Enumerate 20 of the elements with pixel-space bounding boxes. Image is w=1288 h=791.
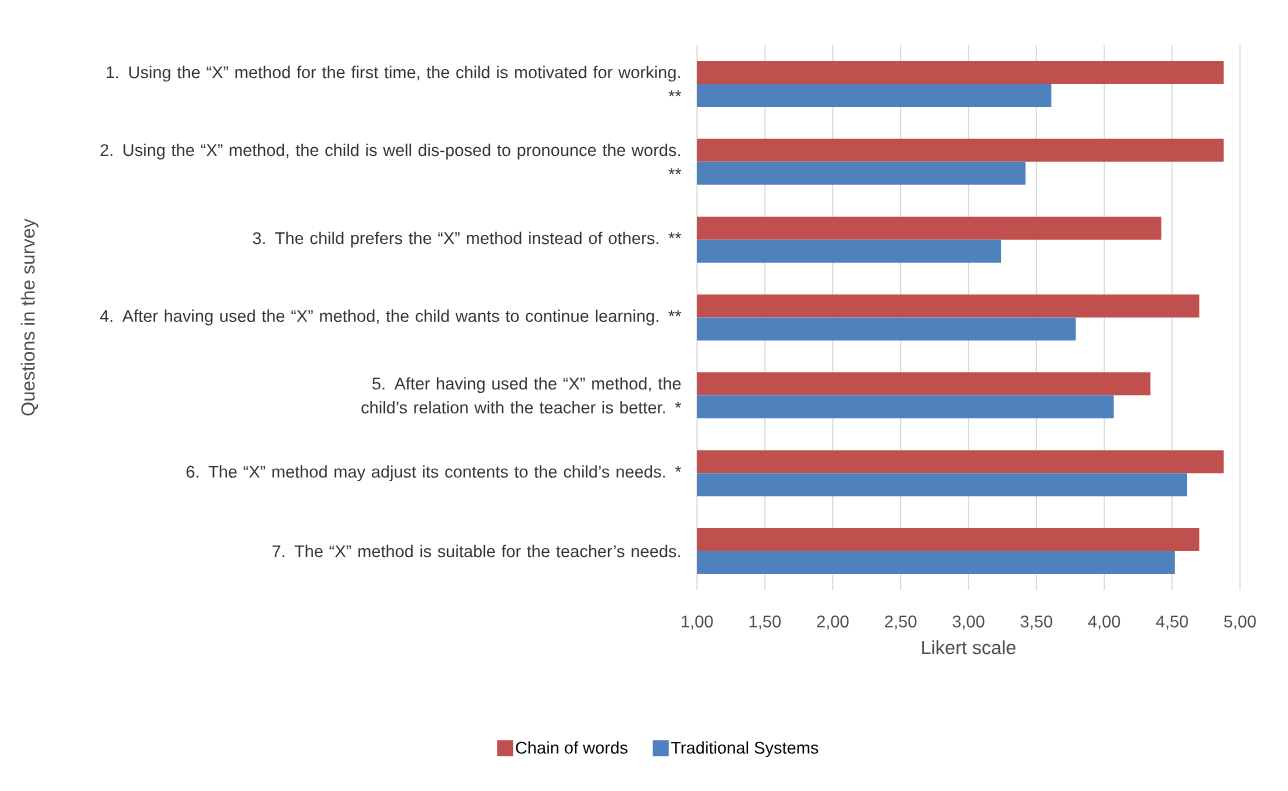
x-tick-label: 1,00 bbox=[681, 615, 713, 630]
x-tick-label: 4,50 bbox=[1156, 615, 1188, 630]
y-tick-label: 1. Using the “X” method for the first time, the child is motivated for working. ** bbox=[106, 65, 682, 97]
x-tick-label: 5,00 bbox=[1224, 615, 1256, 630]
legend-label: Chain of words bbox=[515, 741, 628, 754]
y-tick-label: 3. The child prefers the “X” method instead of others. ** bbox=[252, 231, 682, 248]
x-axis-title: Likert scale bbox=[922, 640, 1016, 655]
legend-label: Traditional Systems bbox=[671, 741, 819, 758]
y-tick-label: 4. After having used the “X” method, the child wants to continue learning. ** bbox=[100, 309, 682, 326]
x-tick-label: 2,50 bbox=[885, 615, 917, 630]
x-tick-label: 3,00 bbox=[952, 615, 985, 630]
y-tick-label: 2. Using the “X” method, the child is well dis-posed to pronounce the words. ** bbox=[100, 143, 682, 175]
y-tick-label: 6. The “X” method may adjust its contents to the child’s needs. * bbox=[186, 465, 682, 482]
x-tick-label: 3,50 bbox=[1020, 615, 1053, 630]
y-tick-label: 7. The “X” method is suitable for the teacher’s needs. bbox=[272, 544, 680, 558]
y-axis-title: Questions in the survey bbox=[20, 218, 39, 416]
x-tick-label: 4,00 bbox=[1088, 615, 1121, 630]
x-tick-label: 1,50 bbox=[749, 615, 781, 630]
y-tick-label: 5. After having used the “X” method, the child’s relation with the teacher is better. * bbox=[361, 377, 682, 414]
x-tick-label: 2,00 bbox=[817, 615, 849, 630]
